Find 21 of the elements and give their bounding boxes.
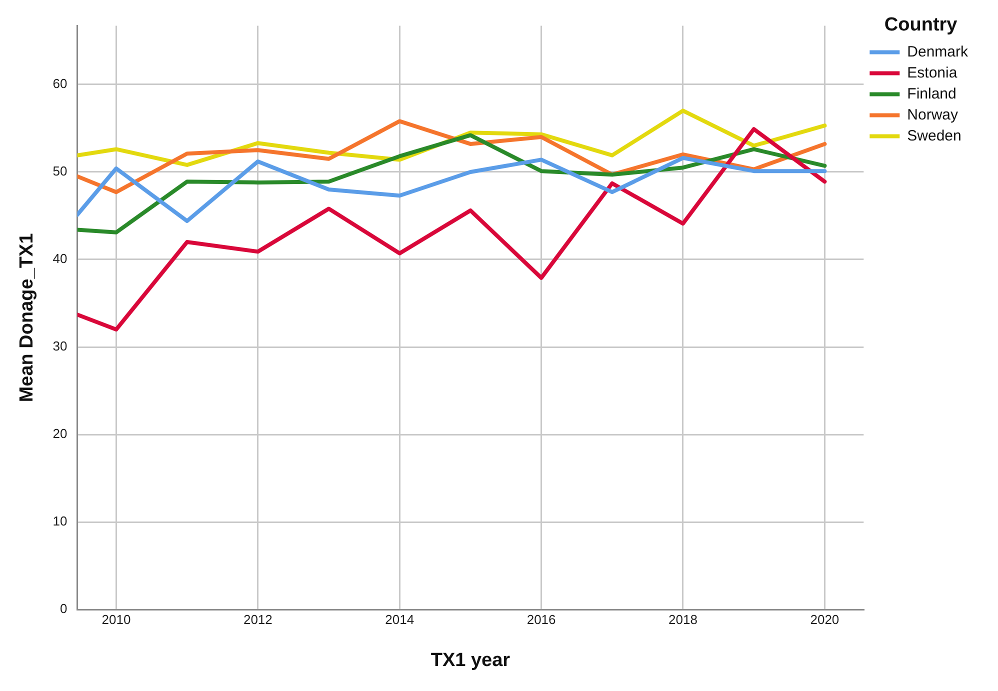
x-tick-label: 2012 [243,612,272,627]
y-tick-label: 10 [52,514,68,529]
legend-label: Denmark [907,43,968,60]
legend-label: Norway [907,106,958,124]
x-axis-title: TX1 year [430,650,511,671]
y-tick-label: 30 [52,338,68,354]
y-axis-title: Mean Donage_TX1 [16,232,38,402]
y-tick-label: 20 [52,426,68,442]
x-tick-label: 2018 [668,612,698,627]
x-tick-label: 2014 [385,612,414,627]
x-tick-label: 2016 [526,612,556,627]
legend-label: Sweden [907,127,962,144]
y-tick-label: 0 [60,601,68,616]
y-tick-label: 60 [52,76,68,92]
x-tick-label: 2020 [810,612,840,627]
legend-label: Estonia [907,64,958,82]
legend-title: Country [884,14,958,36]
y-tick-label: 40 [52,251,68,266]
legend-label: Finland [907,85,956,102]
x-tick-label: 2010 [102,612,131,627]
y-tick-label: 50 [52,164,68,179]
